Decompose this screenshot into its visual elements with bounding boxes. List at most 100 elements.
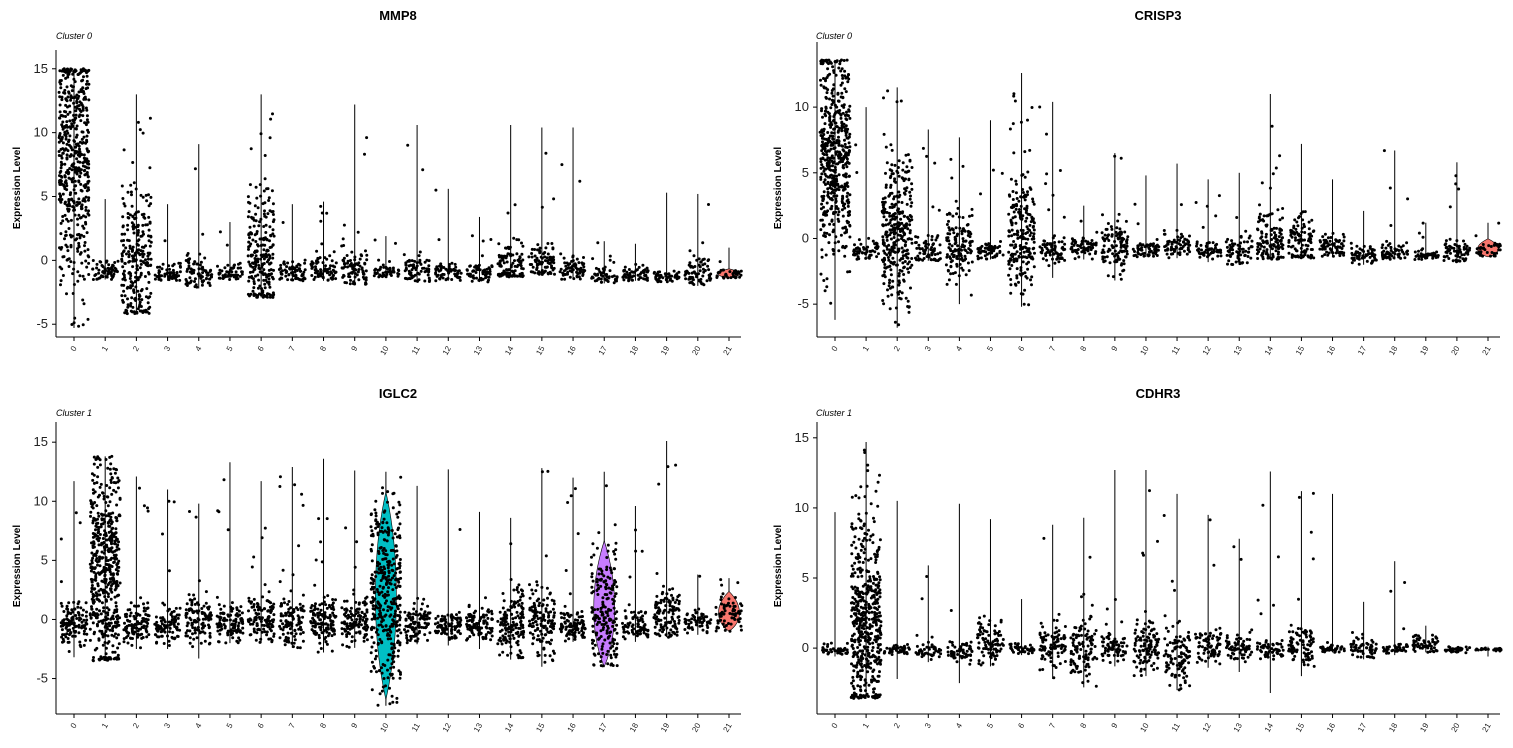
data-point — [1243, 253, 1247, 257]
data-point — [1301, 218, 1305, 222]
data-point — [825, 91, 829, 95]
data-point — [218, 230, 222, 234]
data-point — [530, 263, 534, 266]
data-point — [1216, 248, 1219, 252]
data-point — [254, 240, 258, 243]
data-point — [837, 143, 841, 147]
data-point — [892, 230, 896, 234]
data-point — [1227, 259, 1231, 263]
violin-cluster-1 — [91, 199, 120, 281]
data-point — [726, 276, 730, 280]
data-point — [263, 177, 267, 181]
x-tick-label: 1 — [861, 344, 871, 353]
data-point — [85, 114, 89, 118]
data-point — [374, 272, 378, 276]
data-point — [1016, 236, 1020, 240]
data-point — [949, 157, 953, 161]
data-point — [599, 277, 603, 281]
data-point — [908, 190, 912, 194]
data-point — [1133, 202, 1137, 206]
data-point — [847, 174, 851, 178]
data-point — [315, 249, 319, 253]
data-point — [904, 223, 908, 226]
y-tick-label: 0 — [41, 611, 48, 626]
data-point — [581, 271, 585, 274]
data-point — [290, 271, 293, 275]
data-point — [1021, 188, 1025, 191]
data-point — [1307, 220, 1311, 224]
data-point — [136, 289, 140, 293]
data-point — [1417, 257, 1421, 261]
data-point — [72, 200, 76, 203]
data-point — [208, 284, 212, 287]
data-point — [623, 265, 627, 269]
data-point — [1070, 245, 1074, 249]
data-point — [141, 230, 145, 234]
data-point — [830, 197, 834, 201]
data-point — [1028, 223, 1032, 227]
data-point — [549, 255, 553, 259]
data-point — [76, 96, 80, 100]
data-point — [608, 269, 612, 273]
data-point — [354, 268, 358, 272]
data-point — [272, 234, 276, 238]
data-point — [129, 183, 133, 187]
data-point — [537, 259, 541, 263]
data-point — [298, 267, 302, 271]
data-point — [824, 253, 828, 257]
data-point — [251, 216, 255, 220]
data-point — [252, 268, 256, 272]
data-point — [1061, 245, 1065, 249]
data-point — [718, 270, 722, 274]
data-point — [146, 254, 150, 258]
data-point — [1179, 243, 1183, 247]
data-point — [927, 255, 931, 259]
data-point — [141, 131, 145, 135]
y-axis-label: Expression Level — [12, 147, 23, 229]
data-point — [521, 244, 525, 248]
data-point — [201, 232, 205, 236]
panel-title: IGLC2 — [379, 386, 417, 401]
data-point — [388, 260, 391, 263]
data-point — [316, 257, 320, 261]
data-point — [1012, 246, 1016, 250]
data-point — [1273, 231, 1276, 235]
data-point — [1299, 237, 1303, 241]
data-point — [1297, 232, 1301, 236]
data-point — [564, 264, 568, 268]
y-tick-label: 10 — [795, 99, 809, 114]
data-point — [571, 268, 575, 272]
data-point — [1255, 248, 1259, 252]
data-point — [1029, 255, 1033, 259]
violin-cluster-6 — [246, 94, 276, 299]
data-point — [578, 271, 582, 275]
data-point — [734, 275, 738, 279]
data-point — [373, 268, 377, 272]
data-point — [1211, 241, 1215, 245]
data-point — [946, 269, 950, 273]
data-point — [487, 266, 491, 270]
data-point — [77, 166, 81, 170]
data-point — [149, 240, 153, 244]
data-point — [963, 229, 967, 233]
data-point — [910, 187, 914, 191]
data-point — [1382, 149, 1386, 153]
data-point — [882, 132, 886, 136]
data-point — [321, 275, 325, 279]
data-point — [264, 273, 268, 277]
data-point — [94, 273, 98, 276]
data-point — [67, 91, 71, 95]
data-point — [993, 254, 997, 258]
data-point — [855, 250, 859, 253]
data-point — [901, 161, 905, 165]
data-point — [59, 279, 63, 283]
data-point — [906, 256, 910, 260]
data-point — [822, 77, 825, 80]
data-point — [908, 223, 912, 227]
data-point — [73, 105, 77, 109]
data-point — [111, 274, 115, 278]
data-point — [268, 136, 272, 140]
data-point — [133, 251, 137, 255]
data-point — [823, 289, 827, 293]
data-point — [59, 147, 63, 151]
